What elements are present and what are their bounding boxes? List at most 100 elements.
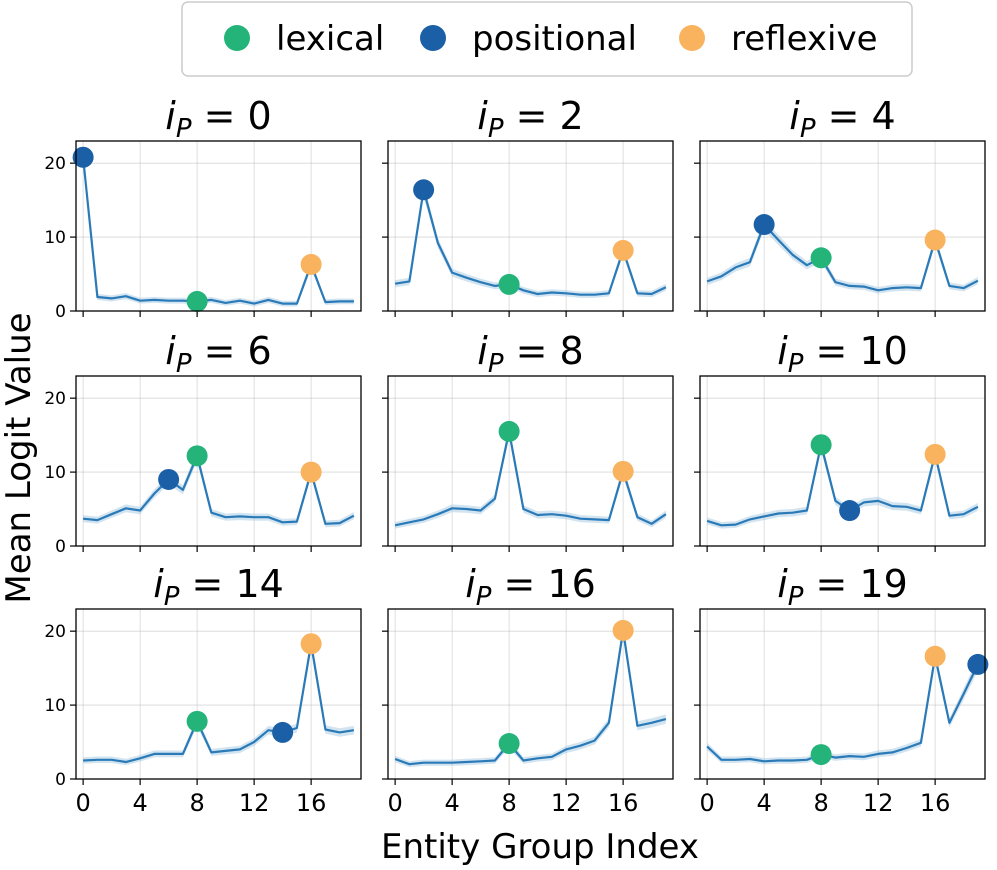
legend-marker-positional <box>420 25 446 51</box>
panel-3: 0 10 20 iP = 6 <box>44 329 362 557</box>
title-value: 19 <box>859 562 907 606</box>
x-tick-label: 12 <box>239 789 270 817</box>
marker-reflexive <box>612 239 634 261</box>
title-var: i <box>777 562 788 606</box>
marker-lexical <box>186 710 208 732</box>
marker-reflexive <box>924 229 946 251</box>
title-equals: = <box>803 329 859 373</box>
marker-reflexive <box>924 645 946 667</box>
panel-frame <box>75 375 362 547</box>
marker-reflexive <box>612 619 634 641</box>
marker-reflexive <box>612 460 634 482</box>
title-value: 6 <box>248 329 272 373</box>
x-tick-label: 4 <box>756 789 771 817</box>
panel-title: iP = 10 <box>777 329 908 379</box>
panel-title: iP = 19 <box>777 562 908 612</box>
title-equals: = <box>179 562 235 606</box>
panel-title: iP = 8 <box>477 329 583 379</box>
x-tick-label: 8 <box>189 789 204 817</box>
x-tick-label: 16 <box>920 789 951 817</box>
marker-lexical <box>498 273 520 295</box>
title-subscript: P <box>488 349 504 379</box>
marker-lexical <box>810 247 832 269</box>
title-var: i <box>789 94 800 138</box>
x-tick-label: 0 <box>75 789 90 817</box>
marker-reflexive <box>924 443 946 465</box>
title-equals: = <box>491 562 547 606</box>
marker-positional <box>72 146 94 168</box>
title-subscript: P <box>476 582 492 612</box>
marker-positional <box>272 721 294 743</box>
title-value: 16 <box>547 562 595 606</box>
confidence-band <box>83 450 354 528</box>
title-subscript: P <box>788 349 804 379</box>
x-tick-label: 8 <box>813 789 828 817</box>
title-subscript: P <box>788 582 804 612</box>
series-line <box>83 642 355 764</box>
panel-frame <box>75 140 362 312</box>
title-equals: = <box>192 329 248 373</box>
confidence-band <box>83 149 354 307</box>
marker-reflexive <box>300 633 322 655</box>
panel-title: iP = 4 <box>789 94 895 144</box>
panel-frame <box>387 140 674 312</box>
x-axis-label: Entity Group Index <box>381 827 699 867</box>
y-tick-label: 20 <box>44 154 66 174</box>
legend-label-lexical: lexical <box>276 19 384 59</box>
x-tick-label: 12 <box>863 789 894 817</box>
marker-positional <box>753 214 775 236</box>
y-tick-label: 10 <box>44 696 66 716</box>
y-tick-label: 0 <box>55 770 66 790</box>
title-value: 14 <box>235 562 283 606</box>
marker-lexical <box>498 420 520 442</box>
panel-0: 0 10 20 iP = 0 <box>44 94 362 322</box>
y-axis-label: Mean Logit Value <box>0 312 39 603</box>
y-tick-label: 20 <box>44 622 66 642</box>
marker-positional <box>967 653 989 675</box>
legend-marker-lexical <box>224 25 250 51</box>
marker-reflexive <box>300 461 322 483</box>
title-var: i <box>165 329 176 373</box>
panel-2: iP = 4 <box>694 94 986 317</box>
title-subscript: P <box>800 114 816 144</box>
title-equals: = <box>816 94 872 138</box>
title-value: 8 <box>560 329 584 373</box>
y-tick-label: 10 <box>44 228 66 248</box>
legend: lexical positional reflexive <box>181 1 913 77</box>
panel-5: iP = 10 <box>694 329 986 552</box>
title-value: 2 <box>560 94 584 138</box>
confidence-band <box>707 438 978 529</box>
title-equals: = <box>504 94 560 138</box>
panel-title: iP = 0 <box>165 94 271 144</box>
legend-label-reflexive: reflexive <box>731 19 878 59</box>
title-equals: = <box>504 329 560 373</box>
panel-6: 0 10 20 0 4 8 12 16 iP = 14 <box>44 562 362 817</box>
legend-frame <box>181 1 913 77</box>
title-subscript: P <box>164 582 180 612</box>
x-tick-label: 8 <box>501 789 516 817</box>
panel-frame <box>75 608 362 780</box>
x-tick-label: 4 <box>132 789 147 817</box>
marker-lexical <box>498 733 520 755</box>
title-equals: = <box>192 94 248 138</box>
x-tick-label: 4 <box>444 789 459 817</box>
panel-frame <box>387 608 674 780</box>
x-tick-label: 12 <box>551 789 582 817</box>
panel-4: iP = 8 <box>382 329 674 552</box>
title-value: 4 <box>872 94 896 138</box>
panel-title: iP = 16 <box>465 562 596 612</box>
panel-title: iP = 6 <box>165 329 271 379</box>
title-equals: = <box>803 562 859 606</box>
marker-lexical <box>186 290 208 312</box>
panel-frame <box>699 608 986 780</box>
x-tick-label: 16 <box>608 789 639 817</box>
marker-lexical <box>810 744 832 766</box>
y-tick-label: 0 <box>55 537 66 557</box>
panel-frame <box>699 375 986 547</box>
marker-positional <box>839 500 861 522</box>
y-tick-label: 10 <box>44 463 66 483</box>
title-value: 0 <box>248 94 272 138</box>
